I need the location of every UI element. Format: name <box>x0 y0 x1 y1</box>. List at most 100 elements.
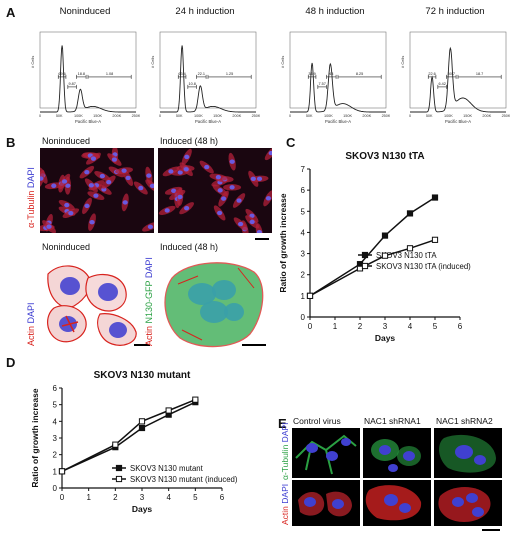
b-nucleus <box>84 169 90 175</box>
facs-tick: 250K <box>382 114 390 118</box>
e-control-tubulin-image <box>292 428 360 478</box>
chart-d-point-1 <box>112 441 119 448</box>
e-tubulin-label: α-Tubulin <box>280 444 290 480</box>
b-top-left-title: Noninduced <box>42 136 91 146</box>
b-top-vertical-label: α-Tubulin DAPI <box>26 167 36 228</box>
facs-tick: 200K <box>362 114 371 118</box>
b-bottom-left-scale-bar <box>134 344 150 346</box>
chart-d-legend-marker-1 <box>115 475 123 483</box>
facs-tick: 100K <box>444 114 453 118</box>
chart-d-point-1 <box>165 407 172 414</box>
facs-tick: 150K <box>463 114 472 118</box>
e-dapi-label-2: DAPI <box>280 483 290 504</box>
facs-gate-value: 1.25 <box>226 72 233 76</box>
chart-d-point-1 <box>138 418 146 425</box>
facs-tick: 250K <box>132 114 140 118</box>
b-gfp-label: N130-GFP <box>144 280 154 324</box>
e-scale-bar <box>482 529 500 531</box>
b-nucleus <box>217 188 223 193</box>
facs-histogram-1: # Cells 0 50K 100K 150K 200K 250K Pacific Blue-… <box>150 28 261 141</box>
b-nucleus <box>220 196 227 201</box>
b-nucleus <box>65 183 71 188</box>
facs-gate-value: 69.6 <box>58 72 65 76</box>
b-nucleus <box>268 150 272 156</box>
e-shrna2-actin-image <box>434 480 502 526</box>
chart-c: SKOV3 N130 tTA 0 1 2 3 4 5 6 7 0 1 2 3 4 5 6 Days Ratio o… <box>278 145 520 365</box>
b-bottom-left-title: Noninduced <box>42 242 91 252</box>
facs-gate-value: 8.25 <box>356 72 363 76</box>
e-control-actin-image <box>292 480 360 526</box>
facs-tick: 200K <box>482 114 491 118</box>
facs-gate-value: 18.8 <box>78 72 85 76</box>
e-shrna2-tubulin-image <box>434 428 502 478</box>
b-nucleus <box>138 185 144 191</box>
facs-histogram-0: # Cells 0 50K 100K 150K 200K 250K Pacific Blue-… <box>30 28 141 141</box>
facs-tick: 250K <box>252 114 260 118</box>
b-top-scale-bar <box>255 238 269 240</box>
b-nucleus <box>204 164 210 170</box>
b-nucleus <box>125 175 131 181</box>
facs-gate-value: 48 <box>329 72 333 76</box>
b-bottom-right-title: Induced (48 h) <box>160 242 219 252</box>
chart-d-point-1 <box>58 468 66 475</box>
chart-c-point-1 <box>406 245 414 252</box>
e-row1-label: α-Tubulin DAPI <box>280 422 290 480</box>
facs-gate-value: 22.6 <box>428 72 435 76</box>
b-nucleus <box>121 168 127 173</box>
e-col-title-shrna1: NAC1 shRNA1 <box>364 416 421 426</box>
facs-tick: 100K <box>194 114 203 118</box>
facs-frame <box>159 31 257 109</box>
facs-frame <box>289 31 387 109</box>
facs-xlabel: Pacific Blue-A <box>325 119 351 124</box>
chart-c-point-1 <box>306 292 314 299</box>
e-row2-label: Actin DAPI <box>280 484 290 525</box>
facs-tick: 150K <box>213 114 222 118</box>
chart-c-x-tick-label: 0 <box>308 322 313 331</box>
chart-d-point-1 <box>192 396 199 403</box>
facs-curve <box>160 45 256 113</box>
chart-c-title: SKOV3 N130 tTA <box>345 151 424 162</box>
chart-c-y-tick-label: 3 <box>301 250 306 259</box>
chart-c-x-tick-label: 1 <box>333 322 338 331</box>
b-nucleus <box>106 179 112 185</box>
chart-c-y-tick-label: 5 <box>301 207 306 216</box>
b-nucleus <box>215 174 221 180</box>
panel-label-b: B <box>6 135 16 150</box>
facs-histogram-3: # Cells 0 50K 100K 150K 200K 250K Pacific Blue-… <box>400 28 511 141</box>
b-nucleus <box>177 194 183 200</box>
e-col-title-control: Control virus <box>293 416 341 426</box>
b-dapi-label: DAPI <box>26 167 36 189</box>
chart-c-y-tick-label: 4 <box>301 228 306 237</box>
b-nucleus <box>64 202 70 208</box>
b-actin-label-2: Actin <box>144 325 154 346</box>
b-bottom-right-vertical-label: Actin N130-GFP DAPI <box>144 257 154 346</box>
chart-c-x-tick-label: 3 <box>383 322 388 331</box>
b-nucleus <box>236 198 242 203</box>
facs-xlabel: Pacific Blue-A <box>445 119 471 124</box>
panel-label-e: E <box>278 416 287 431</box>
e-shrna1-actin-image <box>363 480 431 526</box>
b-dapi-label-2: DAPI <box>26 302 36 324</box>
facs-xlabel: Pacific Blue-A <box>75 119 101 124</box>
facs-title-1: 24 h induction <box>175 6 235 17</box>
chart-c-y-tick-label: 7 <box>301 165 306 174</box>
b-nucleus <box>229 159 235 164</box>
facs-ylabel: # Cells <box>150 56 155 68</box>
b-nucleus <box>164 208 170 213</box>
facs-tick: 200K <box>232 114 241 118</box>
b-tubulin-noninduced-image <box>40 148 154 233</box>
b-nucleus <box>249 219 255 225</box>
facs-gate-value: 9.87 <box>68 82 75 86</box>
facs-gate-value: 1.08 <box>106 72 113 76</box>
chart-c-y-tick-label: 6 <box>301 186 306 195</box>
chart-d: SKOV3 N130 mutant 0 1 2 3 4 5 6 0 1 2 3 4 5 6 Days Ratio… <box>0 362 250 532</box>
facs-gate-value: 18.7 <box>476 72 483 76</box>
b-nucleus <box>61 179 68 184</box>
b-nucleus <box>177 170 183 175</box>
facs-tick: 50K <box>176 114 183 118</box>
b-nucleus <box>40 176 44 181</box>
chart-d-legend-label-0: SKOV3 N130 mutant <box>130 464 204 473</box>
chart-c-legend-label-0: SKOV3 N130 tTA <box>376 251 437 260</box>
chart-d-y-tick-label: 1 <box>53 467 58 476</box>
b-nucleus <box>256 176 263 182</box>
